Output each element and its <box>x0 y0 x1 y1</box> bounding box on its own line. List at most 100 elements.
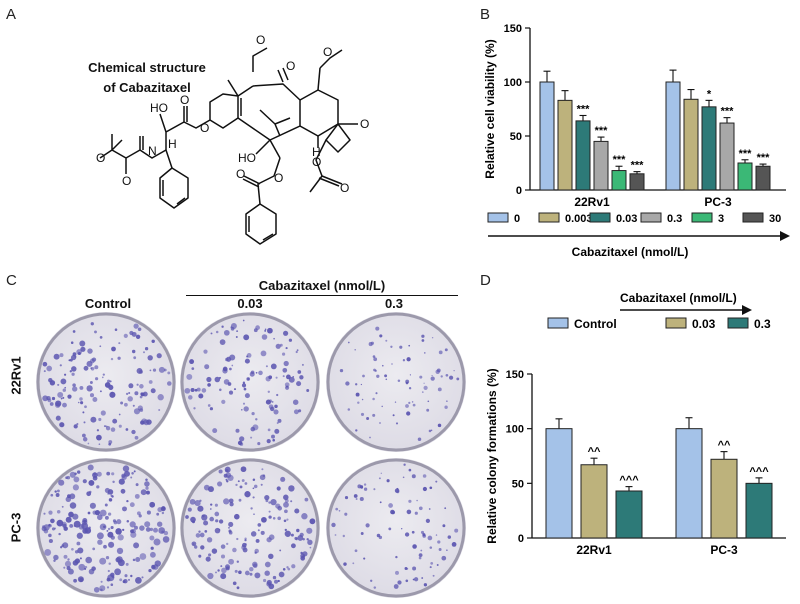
colony <box>353 494 358 498</box>
bar-pc3-4 <box>737 162 753 191</box>
colony <box>82 433 86 438</box>
atom-o-1: O <box>256 33 265 47</box>
colony <box>219 388 222 392</box>
colony <box>43 512 46 515</box>
colony <box>197 505 204 512</box>
atom-o-6: O <box>180 93 189 107</box>
colony <box>90 416 97 423</box>
colony <box>426 408 430 412</box>
colony <box>107 379 111 383</box>
panel-d-letter: D <box>480 272 491 289</box>
colony <box>110 357 114 361</box>
colony <box>204 530 208 533</box>
colony <box>86 385 93 392</box>
colony <box>87 464 94 471</box>
colony <box>235 483 238 487</box>
colony <box>243 334 250 341</box>
colony <box>128 383 134 389</box>
colony <box>84 567 87 570</box>
colony <box>287 567 291 571</box>
colony <box>152 368 157 372</box>
colony <box>100 410 106 416</box>
colony <box>131 349 136 354</box>
colony <box>412 566 417 571</box>
colony <box>83 365 89 371</box>
colony <box>268 583 275 590</box>
colony <box>92 547 96 551</box>
colony <box>157 394 164 401</box>
colony <box>255 418 258 421</box>
colony <box>130 529 134 534</box>
colony <box>268 515 272 519</box>
colony <box>149 501 156 508</box>
colony <box>424 352 426 354</box>
colony <box>372 355 376 358</box>
significance-mark: *** <box>577 103 591 115</box>
colony <box>194 545 198 549</box>
colony <box>209 508 212 510</box>
colony <box>189 498 196 505</box>
colony <box>342 534 345 538</box>
colony <box>130 531 137 538</box>
colony <box>107 492 110 495</box>
colony <box>62 396 65 399</box>
colony <box>85 556 92 564</box>
colony <box>71 547 74 551</box>
colony <box>438 350 443 355</box>
colony <box>406 411 411 416</box>
colony <box>363 557 366 560</box>
colony <box>421 334 425 338</box>
colony <box>156 512 160 516</box>
colony-dish-pc3-003 <box>180 458 320 598</box>
colony <box>416 499 418 502</box>
colony <box>436 368 441 373</box>
colony <box>114 568 121 576</box>
colony <box>405 404 409 408</box>
colony <box>122 465 130 472</box>
colony <box>220 573 227 580</box>
atom-o-7: O <box>122 174 131 188</box>
colony <box>206 537 213 543</box>
colony <box>440 375 443 378</box>
colony <box>418 506 423 511</box>
colony <box>93 586 100 593</box>
colony <box>97 514 103 521</box>
colony <box>57 383 60 386</box>
colony <box>134 493 140 499</box>
colony <box>161 506 166 510</box>
colony <box>379 334 383 338</box>
bar-22rv1-0 <box>545 428 573 539</box>
colony <box>97 539 103 545</box>
colony <box>112 519 117 523</box>
colony <box>264 561 271 568</box>
colony <box>249 371 255 377</box>
colony <box>291 564 296 569</box>
colony <box>268 501 271 504</box>
colony <box>306 389 310 392</box>
colony <box>275 503 281 509</box>
colony <box>112 480 115 484</box>
colony <box>203 349 208 354</box>
colony <box>108 541 115 548</box>
colony <box>72 352 77 357</box>
colony <box>124 470 130 477</box>
colony <box>201 514 205 518</box>
colony <box>72 513 79 520</box>
legend-label-3: 0.3 <box>667 213 682 225</box>
colony <box>284 530 291 537</box>
colony <box>78 563 86 571</box>
colony <box>136 383 139 386</box>
colony <box>77 547 84 554</box>
colony <box>334 534 337 536</box>
colony <box>53 554 59 561</box>
colony <box>145 478 148 481</box>
bar-22rv1-4 <box>611 170 627 191</box>
colony <box>271 400 274 403</box>
y-tick-label: 100 <box>504 77 522 89</box>
colony <box>72 386 78 392</box>
colony <box>244 543 247 546</box>
colony <box>339 368 344 373</box>
colony <box>150 546 154 550</box>
colony <box>235 428 240 433</box>
colony <box>378 477 381 480</box>
